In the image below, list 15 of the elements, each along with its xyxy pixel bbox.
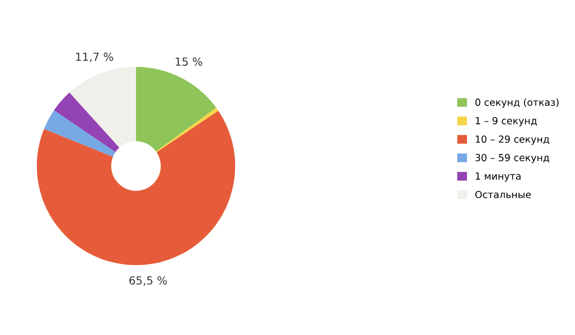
legend-label: 10 – 29 секунд	[476, 135, 550, 145]
data-label: 65,5 %	[129, 276, 167, 286]
data-label: 11,7 %	[76, 52, 114, 62]
legend-label: 0 секунд (отказ)	[475, 98, 559, 108]
legend-label: Остальные	[475, 190, 531, 198]
data-label: 15 %	[176, 57, 202, 66]
donut-slice	[156, 108, 218, 152]
legend-label: 1 – 9 секунд	[476, 117, 537, 126]
donut-slice	[36, 110, 236, 266]
legend-label: 1 минута	[476, 172, 521, 182]
donut-slice	[54, 92, 120, 152]
donut-slice	[44, 110, 116, 157]
donut-slice	[136, 66, 216, 152]
donut-slice	[69, 66, 136, 148]
legend-label: 30 – 59 секунд	[475, 154, 550, 164]
